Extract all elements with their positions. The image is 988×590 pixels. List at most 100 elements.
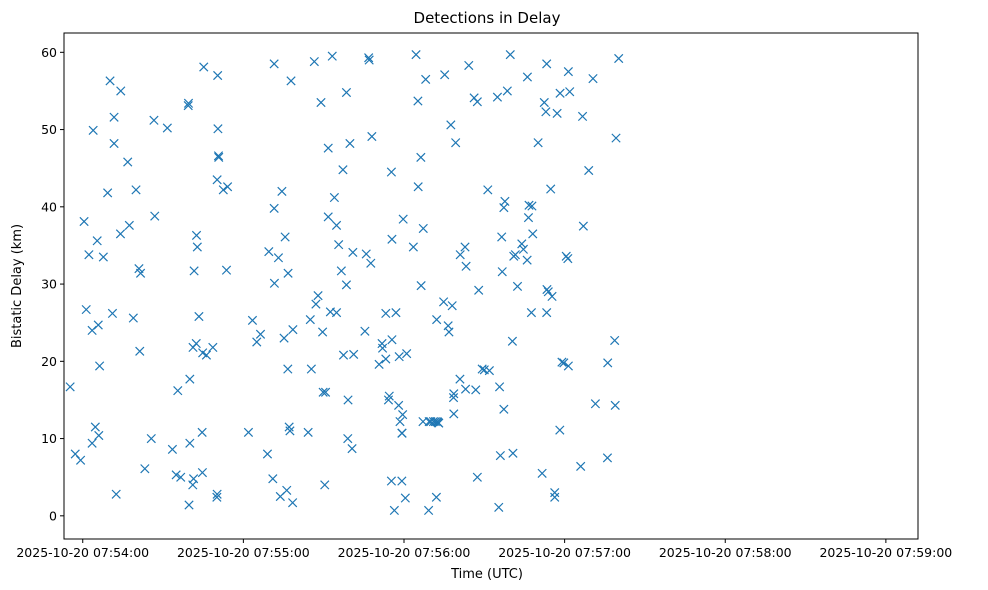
- data-point: [283, 268, 293, 278]
- data-point: [336, 266, 346, 276]
- data-point: [213, 70, 223, 81]
- x-tick-label: 2025-10-20 07:56:00: [338, 545, 471, 560]
- y-ticks: 0 10 20 30 40 50 60: [41, 45, 64, 523]
- data-point: [88, 125, 98, 135]
- data-point: [398, 214, 408, 224]
- x-tick-label: 2025-10-20 07:54:00: [16, 545, 149, 560]
- data-point: [449, 389, 459, 399]
- plot-frame: [63, 32, 919, 540]
- data-point: [413, 182, 423, 192]
- data-point: [116, 86, 126, 96]
- data-point: [75, 455, 86, 465]
- data-point: [247, 315, 258, 326]
- data-point: [505, 50, 515, 60]
- data-point: [563, 67, 573, 77]
- data-point: [397, 428, 407, 438]
- data-point: [221, 265, 232, 275]
- data-point: [222, 182, 233, 192]
- data-point: [167, 444, 178, 455]
- data-point: [387, 234, 397, 244]
- data-point: [140, 464, 150, 474]
- data-point: [103, 188, 113, 198]
- data-point: [400, 493, 410, 503]
- data-point: [343, 433, 353, 444]
- data-point: [341, 87, 352, 98]
- data-point: [460, 242, 470, 252]
- data-point: [411, 50, 421, 60]
- x-ticks: 2025-10-20 07:54:00 2025-10-20 07:55:00 20…: [16, 539, 952, 560]
- data-point: [602, 453, 613, 463]
- data-point: [547, 291, 557, 302]
- data-point: [423, 505, 434, 516]
- y-tick-label: 50: [41, 122, 57, 137]
- data-point: [255, 329, 266, 339]
- data-point: [524, 200, 534, 210]
- data-point: [327, 51, 337, 61]
- data-point: [576, 461, 586, 472]
- data-point: [397, 476, 407, 486]
- data-point: [578, 221, 588, 231]
- data-point: [316, 97, 326, 108]
- x-axis-label: Time (UTC): [450, 567, 523, 582]
- data-point: [360, 326, 370, 336]
- data-point: [542, 308, 552, 318]
- data-point: [348, 247, 358, 258]
- data-point: [269, 59, 279, 69]
- data-point: [87, 438, 97, 448]
- data-point: [394, 352, 404, 362]
- data-point: [523, 213, 534, 223]
- data-point: [252, 337, 262, 347]
- data-point: [331, 308, 342, 318]
- data-point: [189, 266, 199, 276]
- data-point: [518, 244, 529, 254]
- data-point: [533, 138, 543, 148]
- data-point: [431, 492, 442, 502]
- data-point: [557, 357, 567, 367]
- data-point: [507, 336, 518, 346]
- data-point: [408, 242, 418, 252]
- data-point: [526, 308, 537, 318]
- data-point: [418, 223, 428, 234]
- data-point: [438, 297, 449, 307]
- data-point: [107, 308, 118, 319]
- data-point: [464, 60, 474, 71]
- data-point: [512, 281, 523, 292]
- data-point: [264, 246, 274, 257]
- data-point: [421, 74, 431, 84]
- data-point: [345, 138, 355, 149]
- data-point: [338, 165, 348, 175]
- data-point: [288, 498, 298, 508]
- data-point: [494, 502, 504, 512]
- data-point: [323, 212, 333, 222]
- data-point: [285, 426, 295, 436]
- data-point: [416, 280, 426, 291]
- data-point: [93, 320, 103, 330]
- data-point: [131, 185, 141, 195]
- data-point: [150, 211, 160, 221]
- data-point: [305, 314, 315, 325]
- data-point: [517, 239, 527, 249]
- data-point: [135, 268, 146, 278]
- data-point: [188, 480, 198, 490]
- data-point: [309, 56, 319, 67]
- data-point: [208, 342, 218, 353]
- data-point: [81, 304, 91, 315]
- data-point: [552, 108, 562, 118]
- data-point: [286, 76, 296, 86]
- data-point: [218, 185, 228, 195]
- data-point: [377, 343, 388, 353]
- data-point: [483, 185, 493, 195]
- data-point: [94, 361, 105, 371]
- data-point: [213, 124, 223, 134]
- data-point: [495, 450, 505, 461]
- data-point: [455, 250, 465, 260]
- data-point: [243, 427, 254, 438]
- data-point: [413, 96, 423, 106]
- x-tick-label: 2025-10-20 07:57:00: [498, 545, 631, 560]
- data-point: [386, 167, 397, 177]
- y-tick-label: 0: [49, 508, 57, 523]
- data-point: [546, 184, 556, 194]
- data-point: [610, 335, 620, 346]
- data-point: [444, 327, 454, 337]
